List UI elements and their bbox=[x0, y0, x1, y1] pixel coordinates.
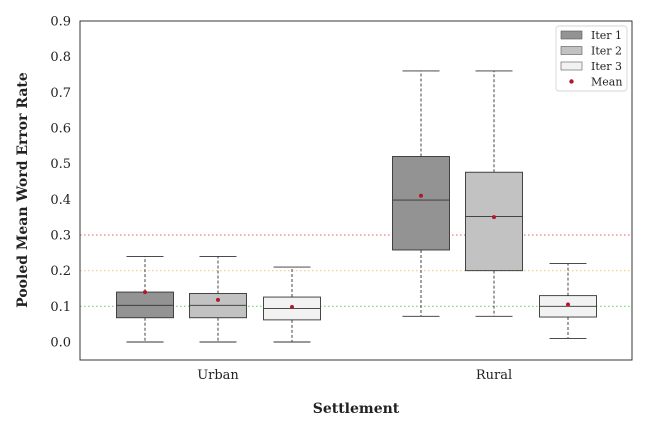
plot-frame bbox=[79, 20, 633, 361]
legend-swatch-3 bbox=[560, 61, 583, 71]
y-tick-label: 0.1 bbox=[50, 300, 71, 315]
legend-label-3: Iter 3 bbox=[591, 60, 622, 73]
box-rural-iter-2 bbox=[465, 70, 523, 317]
y-tick-label: 0.6 bbox=[50, 122, 71, 137]
y-tick-label: 0.2 bbox=[50, 264, 71, 279]
legend-swatch-2 bbox=[560, 46, 583, 55]
iqr-box bbox=[392, 156, 450, 251]
mean-marker bbox=[143, 290, 147, 295]
box-urban-iter-3 bbox=[263, 266, 321, 343]
y-axis: 0.0 0.1 0.2 0.3 0.4 0.5 0.6 0.7 0.8 0.9 bbox=[50, 15, 71, 351]
legend-mean-marker bbox=[569, 79, 574, 84]
legend-label-mean: Mean bbox=[591, 76, 622, 89]
x-axis: Urban Rural bbox=[197, 368, 512, 383]
mean-marker bbox=[566, 302, 570, 307]
mean-marker bbox=[492, 215, 496, 220]
x-tick-label: Rural bbox=[476, 368, 512, 383]
legend-frame bbox=[555, 25, 628, 92]
y-tick-label: 0.9 bbox=[50, 15, 71, 30]
legend-swatch-1 bbox=[560, 30, 583, 40]
mean-marker bbox=[216, 297, 220, 302]
y-tick-label: 0.4 bbox=[50, 193, 71, 208]
box-rural-iter-1 bbox=[392, 70, 450, 317]
mean-marker bbox=[290, 305, 294, 310]
box-urban-iter-2 bbox=[189, 255, 247, 343]
y-tick-label: 0.8 bbox=[50, 50, 71, 65]
box-urban-iter-1 bbox=[116, 255, 174, 343]
x-tick-label: Urban bbox=[197, 368, 239, 383]
legend-label-2: Iter 2 bbox=[591, 45, 622, 58]
y-tick-label: 0.7 bbox=[50, 86, 71, 101]
box-plot-boxes bbox=[116, 70, 597, 343]
y-axis-label: Pooled Mean Word Error Rate bbox=[15, 72, 31, 308]
iqr-box bbox=[465, 171, 523, 272]
y-tick-label: 0.0 bbox=[50, 336, 71, 351]
box-rural-iter-3 bbox=[539, 263, 597, 339]
y-tick-label: 0.5 bbox=[50, 157, 71, 172]
x-axis-label: Settlement bbox=[313, 401, 400, 417]
legend: Iter 1 Iter 2 Iter 3 Mean bbox=[555, 25, 628, 92]
legend-label-1: Iter 1 bbox=[591, 29, 622, 42]
mean-marker bbox=[419, 193, 423, 198]
y-tick-label: 0.3 bbox=[50, 229, 71, 244]
